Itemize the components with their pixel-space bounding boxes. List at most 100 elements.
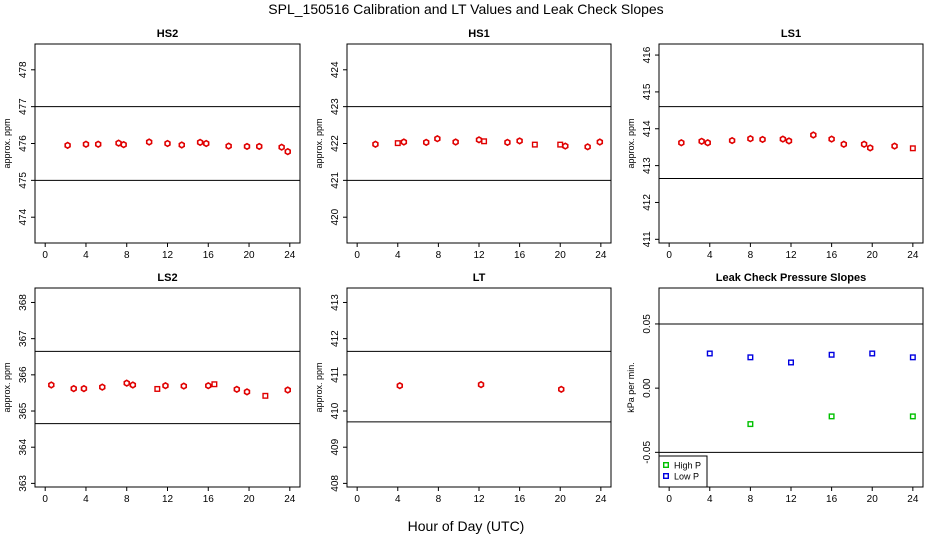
legend-marker — [663, 473, 670, 480]
x-tick-label: 12 — [785, 494, 797, 505]
x-tick-label: 20 — [867, 250, 879, 261]
x-tick-label: 8 — [748, 494, 754, 505]
panel-title: LS2 — [157, 272, 177, 284]
data-point — [394, 140, 401, 147]
y-tick-label: 475 — [18, 172, 29, 189]
data-point — [211, 381, 218, 388]
y-tick-label: 476 — [18, 135, 29, 152]
data-point — [48, 381, 55, 389]
y-tick-label: 422 — [330, 135, 341, 152]
data-point — [788, 359, 795, 366]
x-tick-label: 16 — [514, 250, 526, 261]
data-point — [162, 381, 169, 390]
data-point — [779, 135, 787, 143]
data-point — [516, 137, 523, 145]
data-point — [678, 139, 685, 147]
x-tick-label: 4 — [707, 494, 713, 505]
data-point — [99, 383, 106, 391]
data-point — [129, 381, 137, 389]
x-tick-label: 20 — [243, 494, 255, 505]
y-axis-label: approx. ppm — [2, 362, 12, 412]
data-point — [531, 141, 538, 148]
data-point — [477, 380, 485, 389]
chart-panel-2: HS1 approx. ppm 0 4 8 12 16 20 24 420 421 422 423 424 — [314, 28, 612, 261]
y-tick-label: 365 — [18, 402, 29, 419]
x-tick-label: 16 — [514, 494, 526, 505]
panel-title: Leak Check Pressure Slopes — [716, 272, 866, 284]
data-point — [196, 138, 204, 147]
data-point — [94, 140, 102, 148]
data-point — [584, 143, 591, 151]
data-point — [164, 139, 171, 148]
legend-label: High P — [674, 461, 701, 471]
x-tick-label: 8 — [124, 250, 130, 261]
plot-frame — [658, 43, 924, 244]
data-point — [747, 354, 754, 361]
y-tick-label: 474 — [18, 208, 29, 225]
y-tick-label: 363 — [18, 475, 29, 492]
x-tick-label: 16 — [826, 250, 838, 261]
data-point — [64, 141, 71, 150]
data-point — [434, 134, 441, 143]
x-tick-label: 0 — [42, 250, 48, 261]
data-point — [747, 421, 754, 428]
data-point — [205, 381, 212, 390]
y-tick-label: 420 — [330, 208, 341, 225]
legend-label: Low P — [674, 472, 699, 482]
data-point — [80, 384, 88, 393]
figure-title: SPL_150516 Calibration and LT Values and… — [268, 1, 663, 17]
x-tick-label: 20 — [555, 494, 567, 505]
data-point — [909, 354, 916, 361]
panel-title: LS1 — [781, 28, 801, 40]
data-point — [828, 413, 835, 420]
chart-panel-5: LT approx. ppm 0 4 8 12 16 20 24 408 409 410 411 412 4… — [314, 272, 612, 505]
data-point — [180, 382, 188, 390]
chart-panel-6: Leak Check Pressure Slopes kPa per min. 0 4… — [626, 272, 924, 505]
y-tick-label: 364 — [18, 438, 29, 455]
y-tick-label: 424 — [330, 61, 341, 78]
data-point — [558, 385, 565, 394]
data-point — [178, 141, 185, 149]
data-point — [840, 140, 848, 148]
x-tick-label: 8 — [436, 494, 442, 505]
panel-title: HS1 — [468, 28, 489, 40]
x-tick-label: 8 — [436, 250, 442, 261]
data-point — [82, 140, 90, 148]
y-tick-label: 367 — [18, 330, 29, 347]
data-point — [284, 386, 291, 394]
data-point — [557, 141, 564, 148]
x-tick-label: 4 — [83, 494, 89, 505]
x-tick-label: 4 — [83, 250, 89, 261]
data-point — [123, 379, 130, 387]
x-tick-label: 20 — [555, 250, 567, 261]
y-tick-label: 0.05 — [642, 314, 653, 334]
x-tick-label: 20 — [243, 250, 255, 261]
y-axis-label: approx. ppm — [626, 118, 636, 168]
legend-box — [658, 455, 708, 488]
figure-x-axis-label: Hour of Day (UTC) — [408, 518, 525, 534]
y-tick-label: -0.05 — [642, 441, 653, 464]
y-tick-label: 411 — [330, 366, 341, 382]
x-tick-label: 4 — [395, 250, 401, 261]
y-axis-label: approx. ppm — [314, 118, 324, 168]
data-point — [284, 147, 291, 156]
data-point — [475, 136, 483, 144]
x-tick-label: 24 — [907, 494, 919, 505]
data-point — [243, 142, 251, 151]
x-tick-label: 16 — [826, 494, 838, 505]
y-tick-label: 0.00 — [642, 378, 653, 398]
y-tick-label: 415 — [642, 83, 653, 100]
data-point — [452, 138, 459, 146]
data-point — [154, 385, 161, 392]
data-point — [396, 381, 404, 390]
x-tick-label: 0 — [354, 250, 360, 261]
data-point — [728, 136, 736, 145]
plot-frame — [346, 287, 612, 488]
data-point — [400, 138, 408, 146]
data-point — [828, 351, 835, 358]
x-tick-label: 12 — [473, 494, 485, 505]
x-tick-label: 24 — [595, 250, 607, 261]
x-tick-label: 12 — [473, 250, 485, 261]
x-tick-label: 24 — [595, 494, 607, 505]
y-tick-label: 368 — [18, 294, 29, 311]
